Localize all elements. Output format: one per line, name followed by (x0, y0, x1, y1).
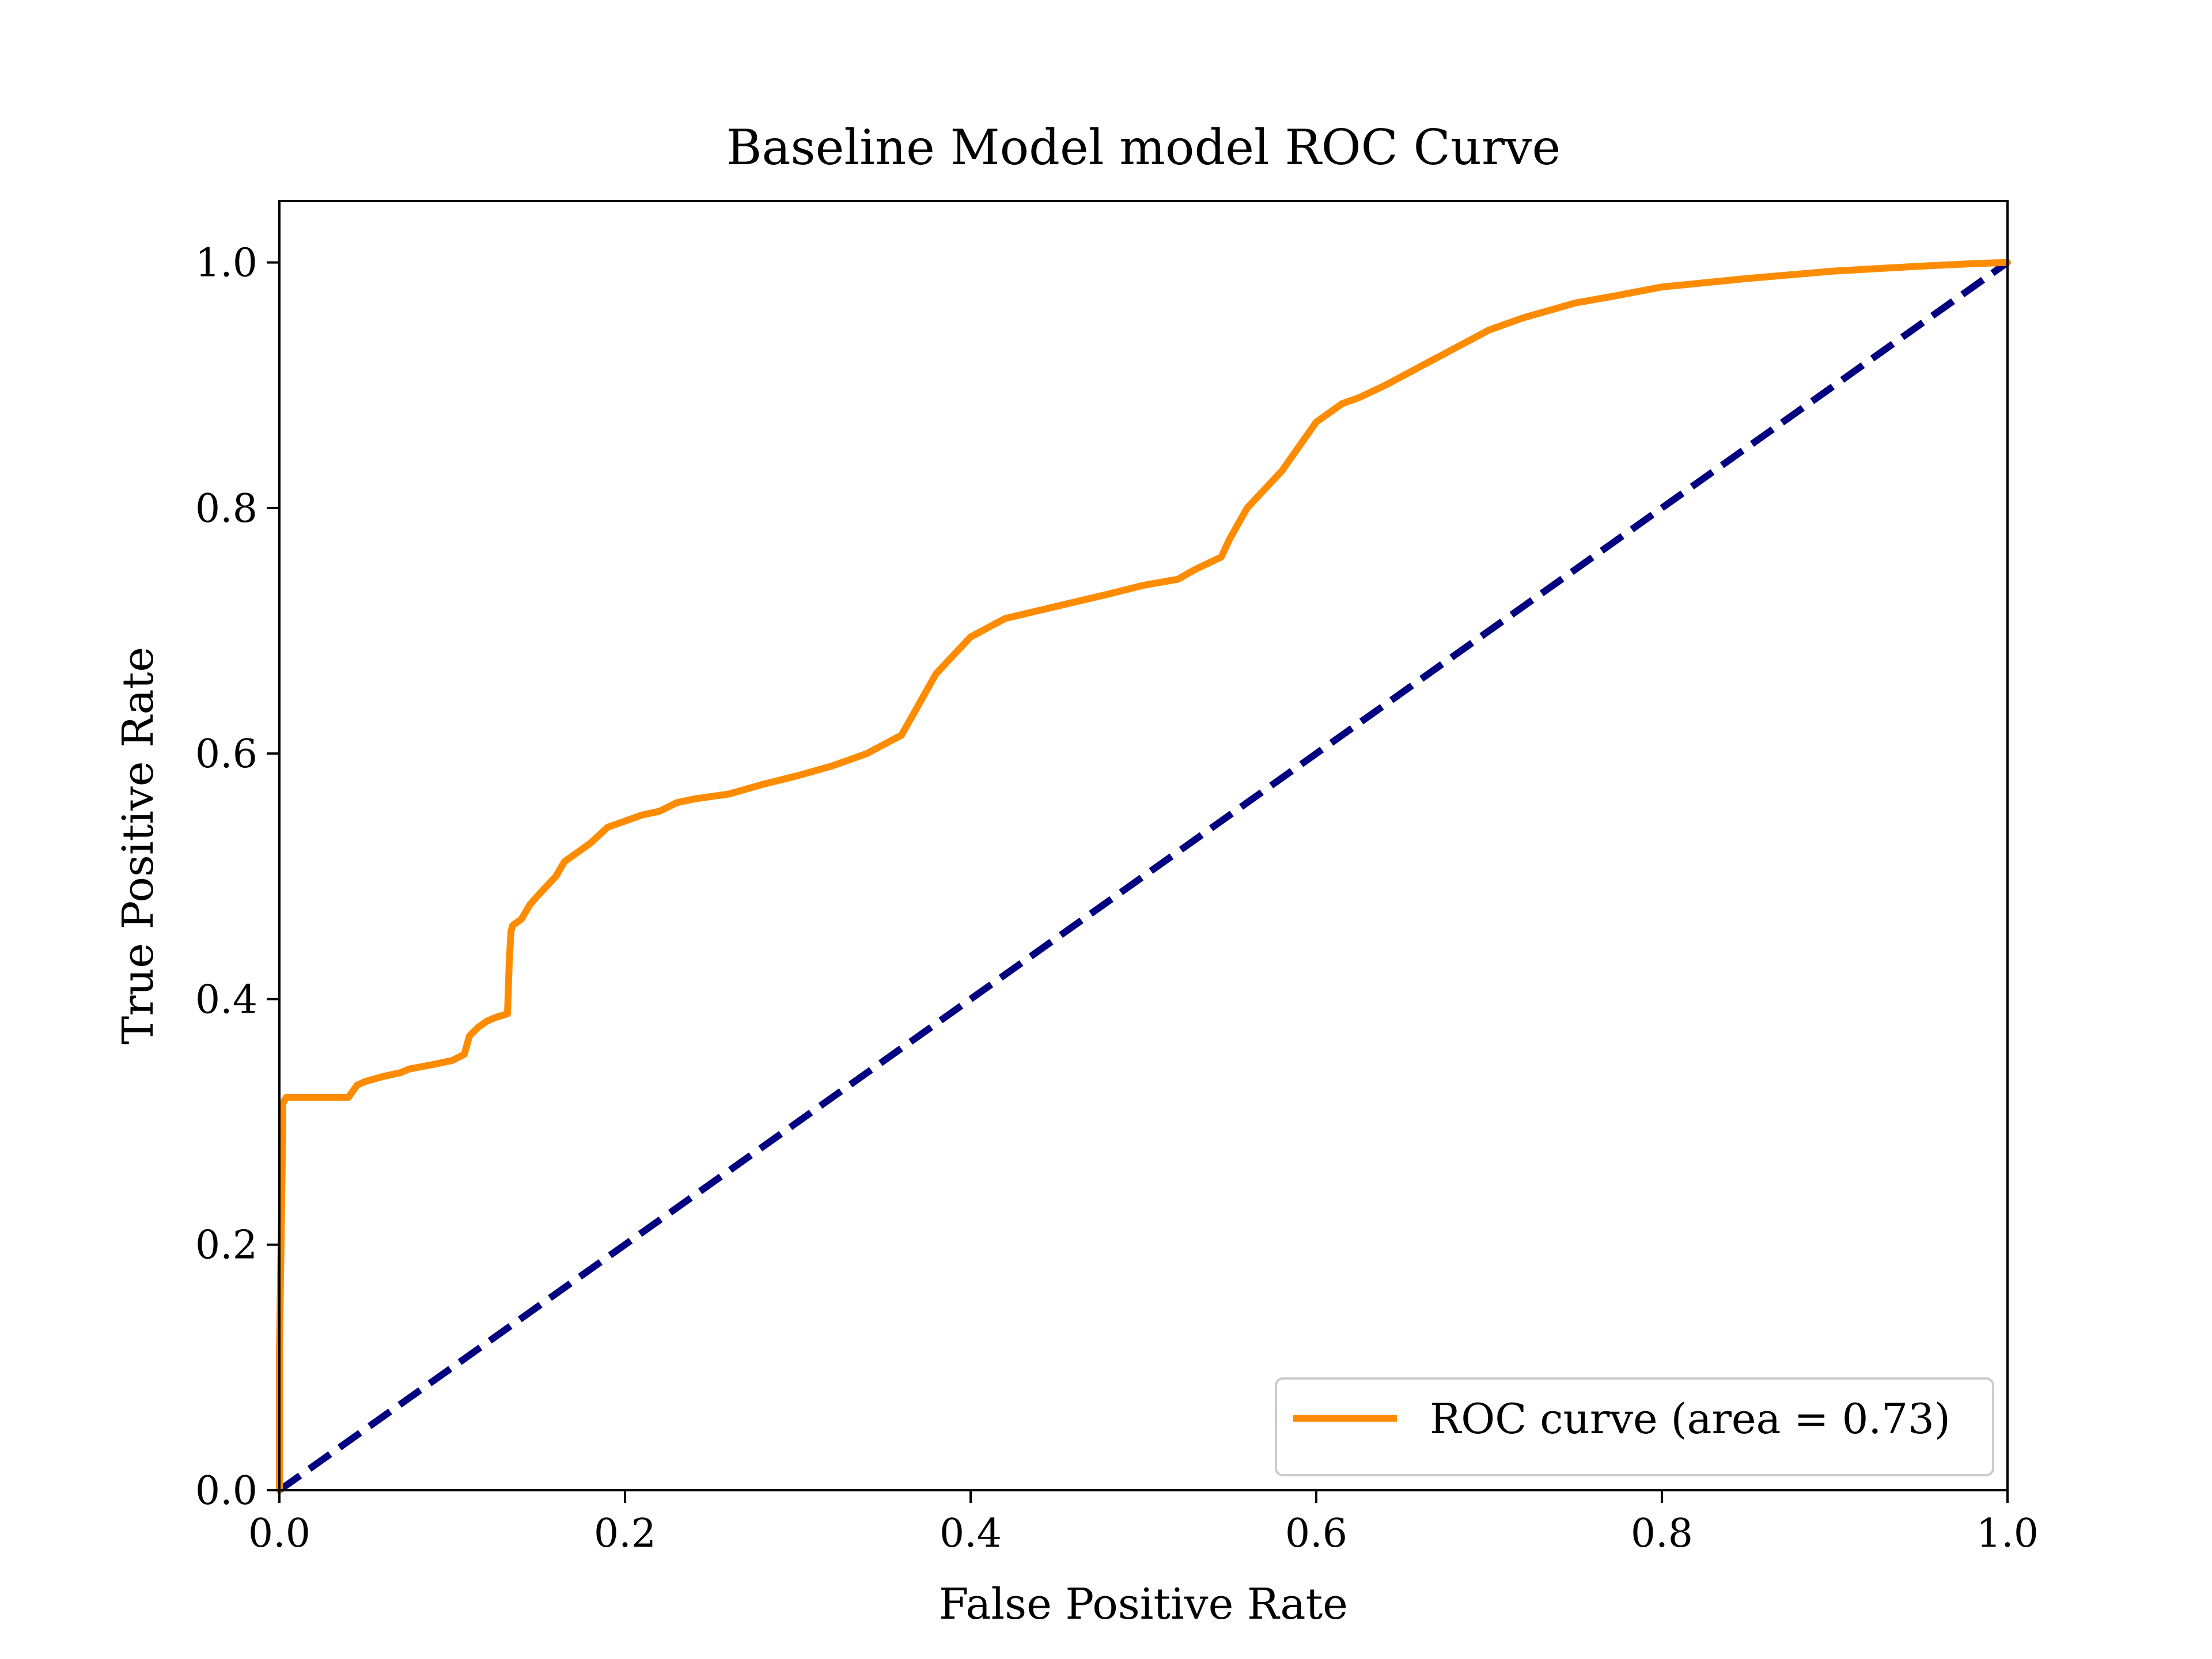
y-tick-label: 0.4 (195, 977, 257, 1022)
chart-title: Baseline Model model ROC Curve (726, 119, 1561, 176)
legend: ROC curve (area = 0.73) (1275, 1377, 1994, 1476)
series-line-chance (277, 259, 2010, 1493)
x-tick-label: 1.0 (1976, 1511, 2039, 1556)
axes-frame (278, 200, 2009, 1491)
y-tick-label: 0.6 (195, 732, 257, 777)
y-tick-label: 0.0 (195, 1468, 257, 1514)
x-axis-label: False Positive Rate (939, 1580, 1348, 1629)
y-tick-label: 0.8 (195, 486, 257, 532)
x-tick-label: 0.6 (1285, 1511, 1347, 1556)
legend-box (1275, 1377, 1994, 1476)
x-tick-label: 0.2 (594, 1511, 656, 1556)
x-tick-label: 0.4 (940, 1511, 1002, 1556)
series-line-roc (276, 259, 2011, 1494)
plot-area (276, 259, 2011, 1494)
y-axis-ticks: 0.0 0.2 0.4 0.6 0.8 1.0 (195, 241, 279, 1514)
legend-label-roc: ROC curve (area = 0.73) (1430, 1395, 1950, 1443)
y-tick-label: 1.0 (195, 241, 257, 286)
x-tick-label: 0.0 (248, 1511, 310, 1556)
y-axis-label: True Positive Rate (113, 647, 163, 1044)
x-tick-label: 0.8 (1631, 1511, 1693, 1556)
x-axis-ticks: 0.0 0.2 0.4 0.6 0.8 1.0 (248, 1490, 2039, 1556)
y-tick-label: 0.2 (195, 1223, 257, 1268)
